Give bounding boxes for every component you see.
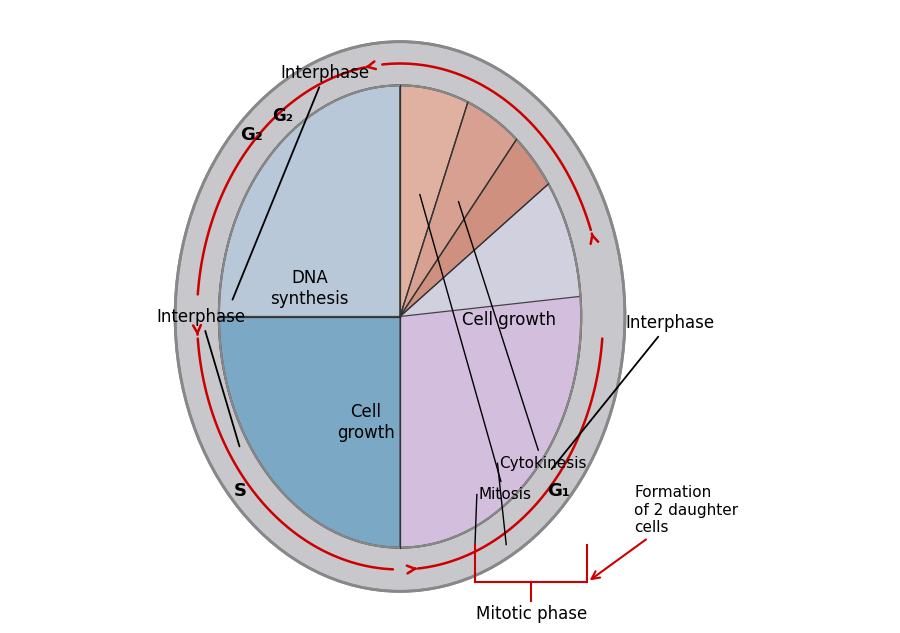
Text: S: S [234, 482, 247, 500]
Text: G₂: G₂ [240, 125, 263, 144]
Text: Mitosis: Mitosis [419, 194, 531, 502]
Text: Cell
growth: Cell growth [337, 403, 394, 442]
Text: Mitotic phase: Mitotic phase [475, 605, 587, 623]
Text: Cytokinesis: Cytokinesis [458, 201, 586, 471]
Polygon shape [400, 85, 468, 316]
Polygon shape [400, 102, 517, 316]
Text: G₂: G₂ [273, 107, 293, 125]
Ellipse shape [176, 42, 625, 591]
Text: DNA
synthesis: DNA synthesis [270, 269, 348, 308]
Polygon shape [219, 316, 400, 548]
Text: G₁: G₁ [547, 482, 570, 500]
Text: Formation
of 2 daughter
cells: Formation of 2 daughter cells [591, 486, 738, 579]
Polygon shape [219, 85, 400, 316]
Ellipse shape [219, 85, 581, 548]
Polygon shape [400, 296, 581, 548]
Text: Interphase: Interphase [232, 64, 370, 299]
Text: Interphase: Interphase [157, 308, 246, 446]
Text: Cell growth: Cell growth [463, 311, 556, 329]
Text: Interphase: Interphase [552, 314, 714, 469]
Polygon shape [400, 139, 548, 316]
